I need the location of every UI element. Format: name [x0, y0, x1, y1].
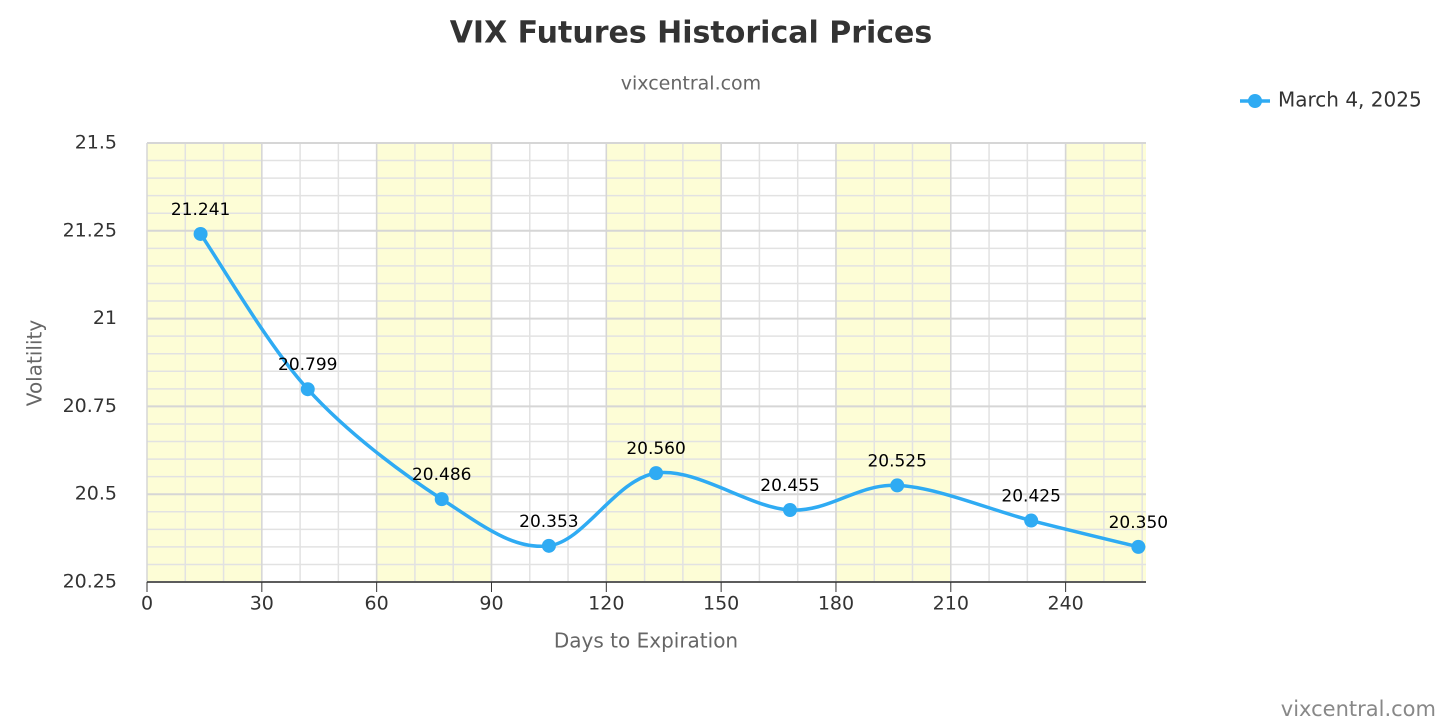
plot-band [835, 143, 951, 582]
data-label: 20.560 [626, 439, 685, 459]
x-tick-label: 150 [703, 593, 739, 615]
data-label: 20.353 [519, 512, 578, 532]
y-tick-label: 20.25 [63, 571, 117, 593]
chart-subtitle: vixcentral.com [621, 73, 761, 95]
plot-band [147, 143, 262, 582]
x-tick-label: 30 [250, 593, 274, 615]
data-point [649, 466, 664, 481]
y-tick-label: 21.25 [63, 219, 117, 241]
data-point [890, 478, 905, 493]
x-tick-label: 180 [818, 593, 854, 615]
chart-title: VIX Futures Historical Prices [450, 16, 933, 51]
x-tick-label: 240 [1047, 593, 1083, 615]
x-tick-label: 90 [479, 593, 503, 615]
plot-band [1065, 143, 1146, 582]
legend-label: March 4, 2025 [1278, 88, 1422, 112]
x-axis-title: Days to Expiration [554, 629, 738, 653]
y-tick-label: 21.5 [75, 132, 117, 154]
data-label: 20.486 [412, 465, 471, 485]
credit: vixcentral.com [1281, 697, 1436, 721]
y-tick-label: 20.5 [75, 483, 117, 505]
y-tick-label: 20.75 [63, 395, 117, 417]
x-tick-label: 210 [933, 593, 969, 615]
x-tick-label: 120 [588, 593, 624, 615]
plot-band [606, 143, 722, 582]
data-point [541, 538, 556, 553]
x-tick-label: 60 [365, 593, 389, 615]
data-label: 20.455 [760, 476, 819, 496]
legend-marker [1248, 94, 1262, 108]
data-label: 20.799 [278, 355, 337, 375]
x-tick-label: 0 [141, 593, 153, 615]
data-label: 20.350 [1109, 513, 1168, 533]
data-label: 20.425 [1001, 487, 1060, 507]
data-point [1131, 539, 1146, 554]
data-point [434, 492, 449, 507]
plot-band [376, 143, 492, 582]
data-point [300, 382, 315, 397]
data-label: 20.525 [867, 451, 926, 471]
data-label: 21.241 [171, 200, 230, 220]
y-tick-label: 21 [93, 307, 117, 329]
data-point [1024, 513, 1039, 528]
y-axis-title: Volatility [23, 320, 47, 407]
series-line [199, 232, 1139, 549]
data-point [193, 226, 208, 241]
data-point [783, 503, 798, 518]
